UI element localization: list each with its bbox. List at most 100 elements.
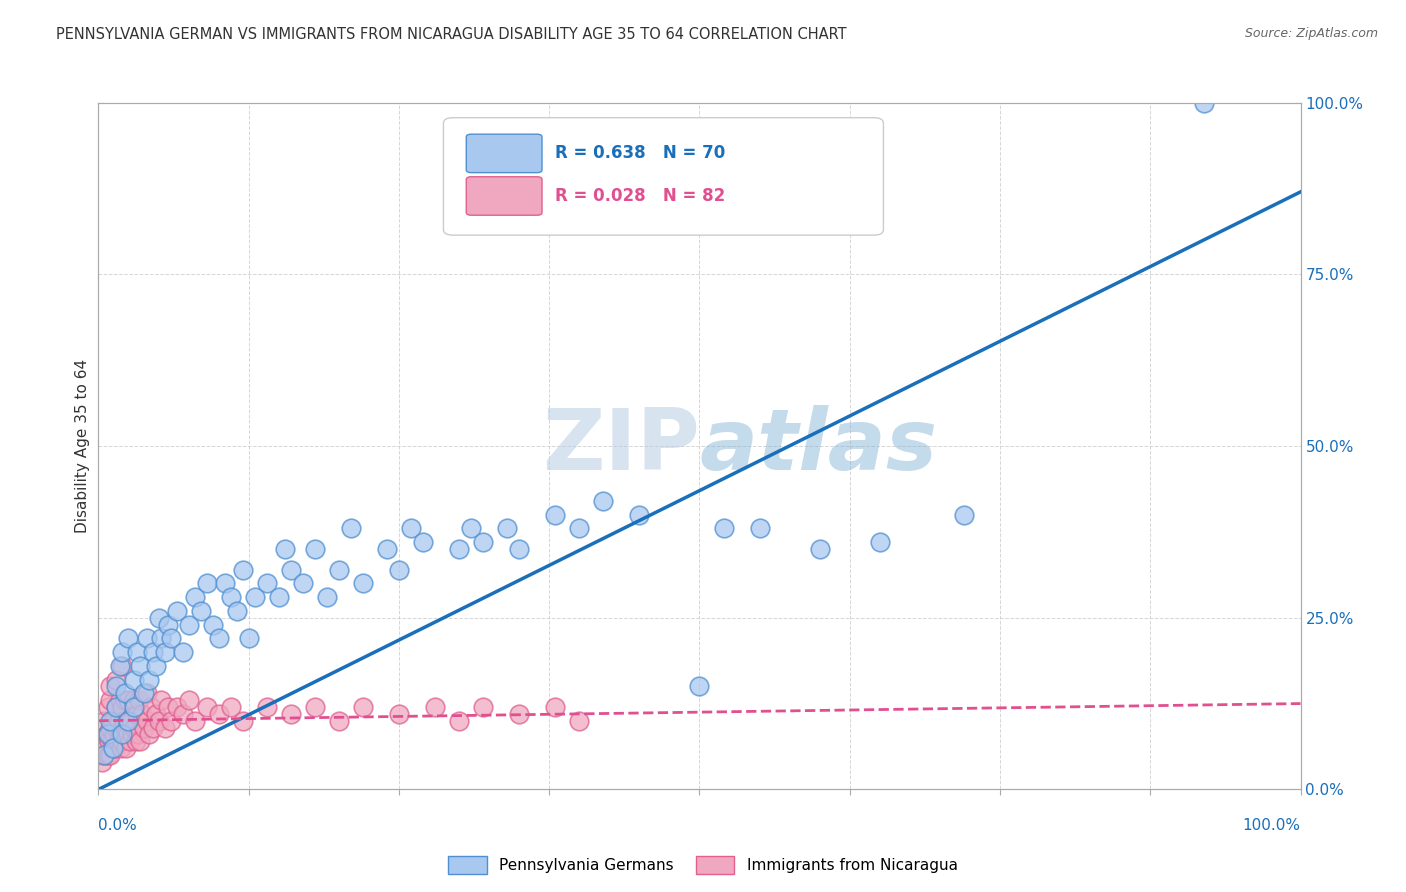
FancyBboxPatch shape xyxy=(467,177,541,215)
Point xyxy=(105,680,128,694)
Point xyxy=(592,494,614,508)
Point xyxy=(172,706,194,721)
Point xyxy=(117,714,139,728)
Point xyxy=(508,542,530,557)
Point xyxy=(108,714,131,728)
Point xyxy=(135,632,157,646)
Point xyxy=(153,645,176,659)
Point xyxy=(100,734,122,748)
Point xyxy=(111,727,134,741)
Point xyxy=(93,714,115,728)
Point xyxy=(713,521,735,535)
Point xyxy=(544,508,567,522)
Point xyxy=(132,686,155,700)
Point xyxy=(121,727,143,741)
Point xyxy=(124,673,146,687)
Point xyxy=(219,590,242,604)
Point xyxy=(100,680,122,694)
Point xyxy=(214,576,236,591)
Point xyxy=(125,734,148,748)
Point xyxy=(157,700,180,714)
Point xyxy=(315,590,337,604)
Point xyxy=(195,700,218,714)
Point xyxy=(628,508,651,522)
Point xyxy=(183,714,205,728)
Point xyxy=(124,700,146,714)
Point xyxy=(110,741,132,756)
Point xyxy=(340,521,363,535)
Text: ZIP: ZIP xyxy=(541,404,700,488)
Point xyxy=(118,734,141,748)
Point xyxy=(105,673,128,687)
Point xyxy=(128,693,150,707)
Point xyxy=(544,700,567,714)
Point xyxy=(568,714,591,728)
Point xyxy=(423,700,446,714)
Point xyxy=(112,714,135,728)
Point xyxy=(101,741,124,756)
Point xyxy=(166,604,188,618)
Point xyxy=(87,747,110,762)
Point xyxy=(97,700,120,714)
Point xyxy=(117,632,139,646)
Point xyxy=(159,714,181,728)
Point xyxy=(93,747,115,762)
Point xyxy=(132,721,155,735)
Point xyxy=(105,700,128,714)
Point xyxy=(183,590,205,604)
Point xyxy=(177,693,200,707)
Point xyxy=(138,727,160,741)
Point xyxy=(166,700,188,714)
Text: Source: ZipAtlas.com: Source: ZipAtlas.com xyxy=(1244,27,1378,40)
Point xyxy=(148,714,170,728)
FancyBboxPatch shape xyxy=(467,134,541,173)
Point xyxy=(97,727,120,741)
Point xyxy=(352,700,374,714)
Point xyxy=(108,693,131,707)
Point xyxy=(328,563,350,577)
Point xyxy=(127,727,149,741)
Point xyxy=(159,632,181,646)
Point xyxy=(141,721,163,735)
Point xyxy=(280,563,302,577)
Point xyxy=(808,542,831,557)
Point xyxy=(129,734,152,748)
Point xyxy=(125,645,148,659)
Point xyxy=(225,604,247,618)
Point xyxy=(105,721,128,735)
Y-axis label: Disability Age 35 to 64: Disability Age 35 to 64 xyxy=(75,359,90,533)
Point xyxy=(148,611,170,625)
Point xyxy=(100,693,122,707)
Point xyxy=(100,714,122,728)
Point xyxy=(107,734,129,748)
Point xyxy=(111,700,134,714)
Point xyxy=(91,755,114,769)
Text: atlas: atlas xyxy=(700,404,938,488)
Point xyxy=(412,535,434,549)
Point xyxy=(125,706,148,721)
Point xyxy=(201,617,224,632)
Point xyxy=(460,521,482,535)
Point xyxy=(232,714,254,728)
Point xyxy=(120,714,142,728)
Point xyxy=(304,700,326,714)
Point xyxy=(103,727,125,741)
Point xyxy=(100,721,122,735)
Point xyxy=(304,542,326,557)
Legend: Pennsylvania Germans, Immigrants from Nicaragua: Pennsylvania Germans, Immigrants from Ni… xyxy=(443,850,963,880)
Point xyxy=(141,700,163,714)
Point xyxy=(149,632,172,646)
Point xyxy=(96,727,118,741)
Point xyxy=(145,706,167,721)
Text: PENNSYLVANIA GERMAN VS IMMIGRANTS FROM NICARAGUA DISABILITY AGE 35 TO 64 CORRELA: PENNSYLVANIA GERMAN VS IMMIGRANTS FROM N… xyxy=(56,27,846,42)
Point xyxy=(869,535,891,549)
Point xyxy=(238,632,260,646)
Text: R = 0.638   N = 70: R = 0.638 N = 70 xyxy=(555,145,725,162)
Point xyxy=(115,741,138,756)
Point xyxy=(100,747,122,762)
Point xyxy=(352,576,374,591)
Point xyxy=(208,706,231,721)
Point xyxy=(375,542,398,557)
Point xyxy=(274,542,297,557)
Point xyxy=(108,727,131,741)
